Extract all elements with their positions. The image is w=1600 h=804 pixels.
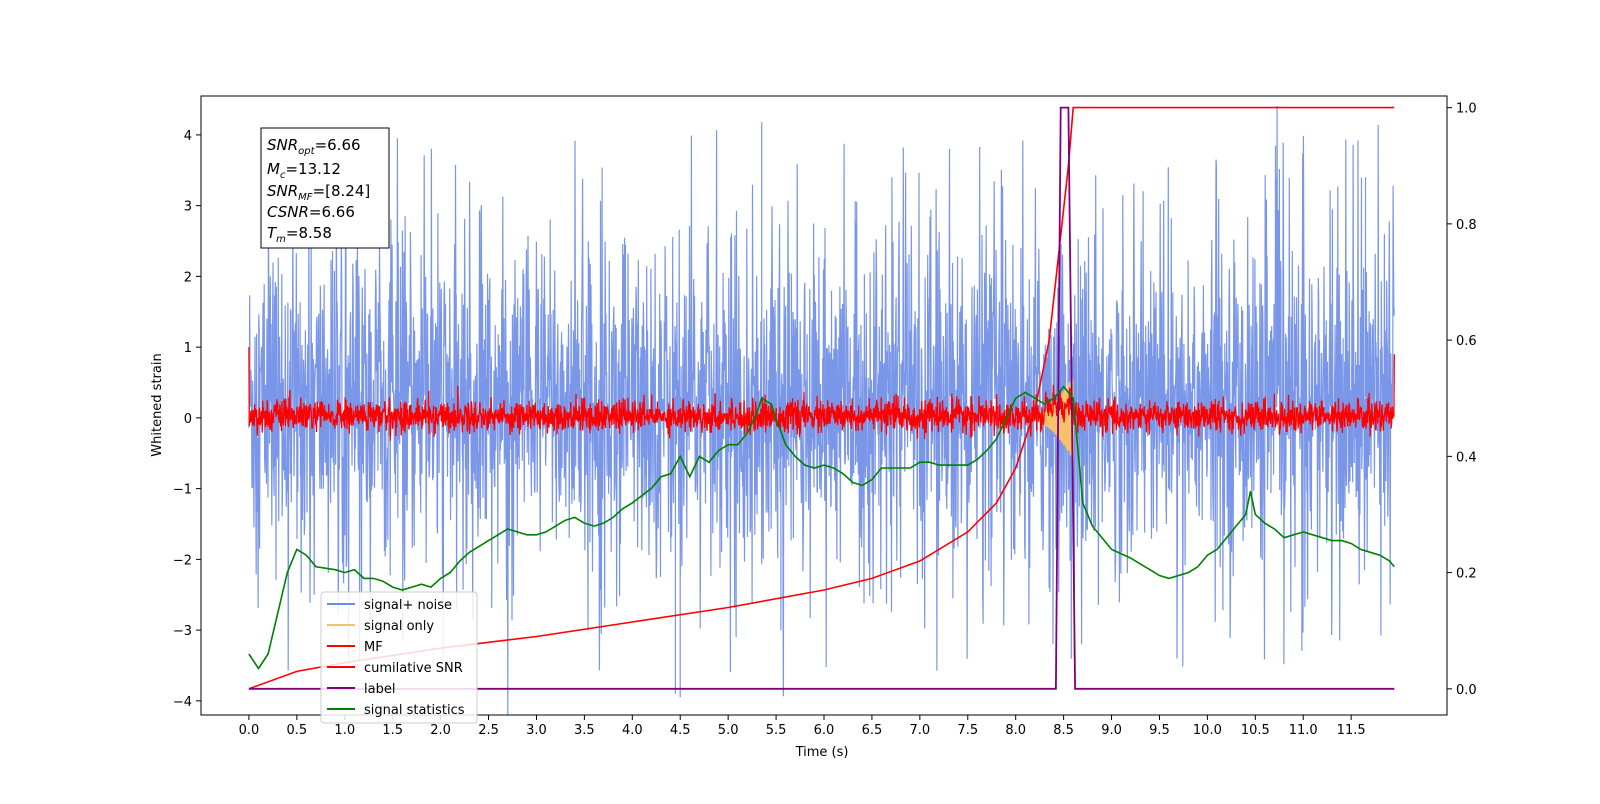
x-tick-label: 9.0 <box>1101 723 1122 738</box>
y-tick-label: 2 <box>184 270 192 285</box>
y-tick-label: −1 <box>173 483 192 498</box>
x-tick-label: 0.5 <box>287 723 308 738</box>
x-tick-label: 2.5 <box>478 723 499 738</box>
legend-item-signal-statistics: signal statistics <box>327 703 465 718</box>
x-tick-label: 7.0 <box>910 723 931 738</box>
legend-label-cumilative-snr: cumilative SNR <box>364 661 463 676</box>
legend-item-signal-noise: signal+ noise <box>327 598 452 613</box>
y-axis-right: 1.0 0.8 0.6 0.4 0.2 0.0 <box>1447 102 1477 698</box>
x-axis-label: Time (s) <box>795 745 849 760</box>
x-tick-label: 3.0 <box>526 723 547 738</box>
info-snr-opt: SNRopt=6.66 <box>267 136 361 157</box>
y-tick-label: 3 <box>184 200 192 215</box>
legend-item-cumilative-snr: cumilative SNR <box>327 661 463 676</box>
legend-label-signal-only: signal only <box>364 619 434 634</box>
info-box: SNRopt=6.66 Mc=13.12 SNRMF=[8.24] CSNR=6… <box>260 127 390 249</box>
series-signal-statistics <box>248 385 1395 670</box>
y-axis-left: 4 3 2 1 0 −1 −2 −3 −4 <box>173 129 201 710</box>
y2-tick-label: 0.8 <box>1456 218 1477 233</box>
legend-label-signal-statistics: signal statistics <box>364 703 465 718</box>
x-tick-label: 0.0 <box>239 723 260 738</box>
info-tm-value: =8.58 <box>286 224 332 242</box>
x-tick-label: 6.5 <box>862 723 883 738</box>
x-tick-label: 8.5 <box>1053 723 1074 738</box>
info-tm: Tm=8.58 <box>267 224 332 245</box>
y2-tick-label: 1.0 <box>1456 102 1477 117</box>
x-tick-label: 5.0 <box>718 723 739 738</box>
x-tick-label: 10.0 <box>1193 723 1222 738</box>
x-axis: 0.0 0.5 1.0 1.5 2.0 2.5 3.0 3.5 4.0 4.5 5.0 5.5 6.0 6… <box>239 715 1366 738</box>
y2-tick-label: 0.6 <box>1456 334 1477 349</box>
info-mc-value: =13.12 <box>285 160 341 178</box>
y-axis-label: Whitened strain <box>150 353 165 456</box>
x-tick-label: 10.5 <box>1241 723 1270 738</box>
x-tick-label: 4.5 <box>670 723 691 738</box>
y-tick-label: −4 <box>173 695 192 710</box>
x-tick-label: 1.5 <box>382 723 403 738</box>
series-mf <box>248 347 1395 441</box>
series-signal-only <box>1025 377 1074 460</box>
x-tick-label: 7.5 <box>957 723 978 738</box>
y-tick-label: 0 <box>184 412 192 427</box>
series-label <box>248 106 1395 690</box>
info-snr-opt-value: =6.66 <box>315 136 361 154</box>
info-snr-mf-value: =[8.24] <box>313 182 371 200</box>
info-csnr-value: =6.66 <box>309 203 355 221</box>
info-csnr: CSNR=6.66 <box>267 203 355 221</box>
x-tick-label: 5.5 <box>766 723 787 738</box>
y2-tick-label: 0.2 <box>1456 567 1477 582</box>
legend-item-label: label <box>327 682 395 697</box>
x-tick-label: 3.5 <box>574 723 595 738</box>
x-tick-label: 8.0 <box>1005 723 1026 738</box>
y2-tick-label: 0.4 <box>1456 450 1477 465</box>
y-tick-label: −2 <box>173 553 192 568</box>
x-tick-label: 9.5 <box>1149 723 1170 738</box>
y-tick-label: 1 <box>184 341 192 356</box>
x-tick-label: 11.0 <box>1289 723 1318 738</box>
legend-item-mf: MF <box>327 640 383 655</box>
legend-label-label: label <box>364 682 395 697</box>
x-tick-label: 11.5 <box>1337 723 1366 738</box>
x-tick-label: 1.0 <box>334 723 355 738</box>
legend-frame <box>320 591 478 724</box>
legend-label-mf: MF <box>364 640 383 655</box>
y2-tick-label: 0.0 <box>1456 683 1477 698</box>
x-tick-label: 4.0 <box>622 723 643 738</box>
series-signal-noise <box>248 106 1395 715</box>
info-snr-mf: SNRMF=[8.24] <box>267 182 370 203</box>
legend-label-signal-noise: signal+ noise <box>364 598 452 613</box>
x-tick-label: 2.0 <box>430 723 451 738</box>
info-mc: Mc=13.12 <box>267 160 341 181</box>
legend-item-signal-only: signal only <box>327 619 434 634</box>
x-tick-label: 6.0 <box>814 723 835 738</box>
legend: signal+ noise signal only MF cumilative … <box>320 591 478 724</box>
y-tick-label: −3 <box>173 624 192 639</box>
info-box-frame <box>260 127 390 249</box>
y-tick-label: 4 <box>184 129 192 144</box>
